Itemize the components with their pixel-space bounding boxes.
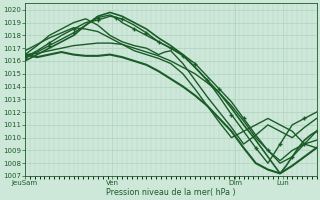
X-axis label: Pression niveau de la mer( hPa ): Pression niveau de la mer( hPa ) [106, 188, 236, 197]
